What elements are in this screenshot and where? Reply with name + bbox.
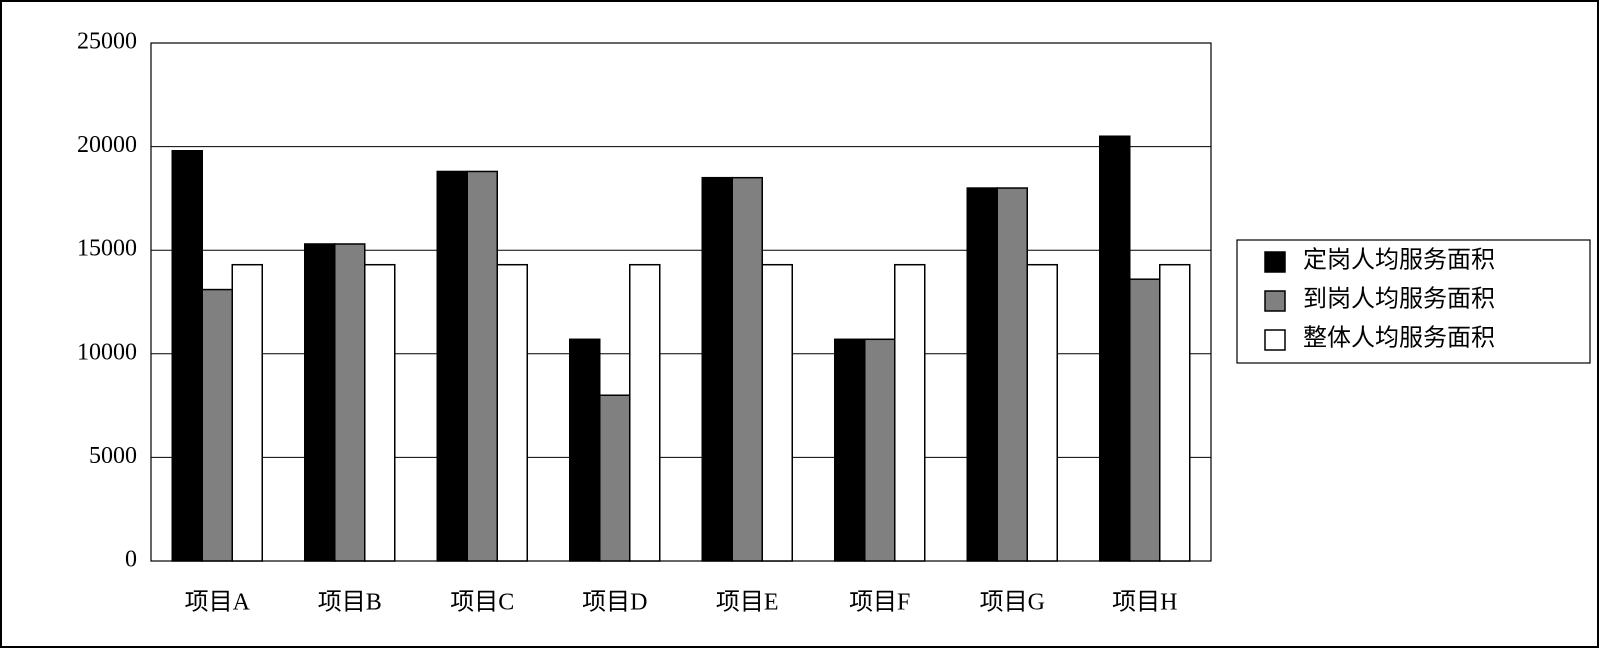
- bar: [569, 338, 601, 562]
- bar: [599, 394, 631, 562]
- x-tick-label: 项目H: [1112, 590, 1177, 616]
- x-tick-label: 项目C: [450, 590, 514, 616]
- bar: [466, 170, 498, 562]
- legend-swatch: [1264, 251, 1286, 273]
- bar: [629, 263, 661, 562]
- legend-swatch: [1264, 329, 1286, 351]
- x-tick-label: 项目E: [716, 590, 779, 616]
- x-tick-label: 项目F: [849, 590, 910, 616]
- bar: [171, 149, 203, 562]
- legend-box: [1236, 239, 1591, 364]
- y-tick-label: 0: [125, 547, 137, 573]
- bar: [496, 263, 528, 562]
- bar: [966, 187, 998, 562]
- legend-label: 到岗人均服务面积: [1303, 286, 1495, 313]
- bar: [1129, 278, 1161, 562]
- x-tick-label: 项目D: [582, 590, 647, 616]
- bar: [1159, 263, 1191, 562]
- y-tick-label: 10000: [77, 339, 137, 365]
- bar: [731, 176, 763, 562]
- y-tick-label: 25000: [77, 29, 137, 55]
- legend-label: 整体人均服务面积: [1303, 325, 1495, 352]
- legend-swatch: [1264, 290, 1286, 312]
- bar: [834, 338, 866, 562]
- y-tick-label: 15000: [77, 236, 137, 262]
- bar: [436, 170, 468, 562]
- x-tick-label: 项目A: [185, 590, 251, 616]
- bar: [231, 263, 263, 562]
- bar: [1026, 263, 1058, 562]
- y-tick-label: 5000: [89, 443, 137, 469]
- bar: [894, 263, 926, 562]
- bar: [364, 263, 396, 562]
- bar: [201, 288, 233, 562]
- bar: [304, 243, 336, 562]
- x-tick-label: 项目G: [980, 590, 1045, 616]
- y-tick-label: 20000: [77, 132, 137, 158]
- bar: [334, 243, 366, 562]
- bar: [701, 176, 733, 562]
- bar: [1099, 135, 1131, 562]
- bar: [996, 187, 1028, 562]
- x-tick-label: 项目B: [318, 590, 382, 616]
- bar: [761, 263, 793, 562]
- bar: [864, 338, 896, 562]
- legend-label: 定岗人均服务面积: [1303, 247, 1495, 274]
